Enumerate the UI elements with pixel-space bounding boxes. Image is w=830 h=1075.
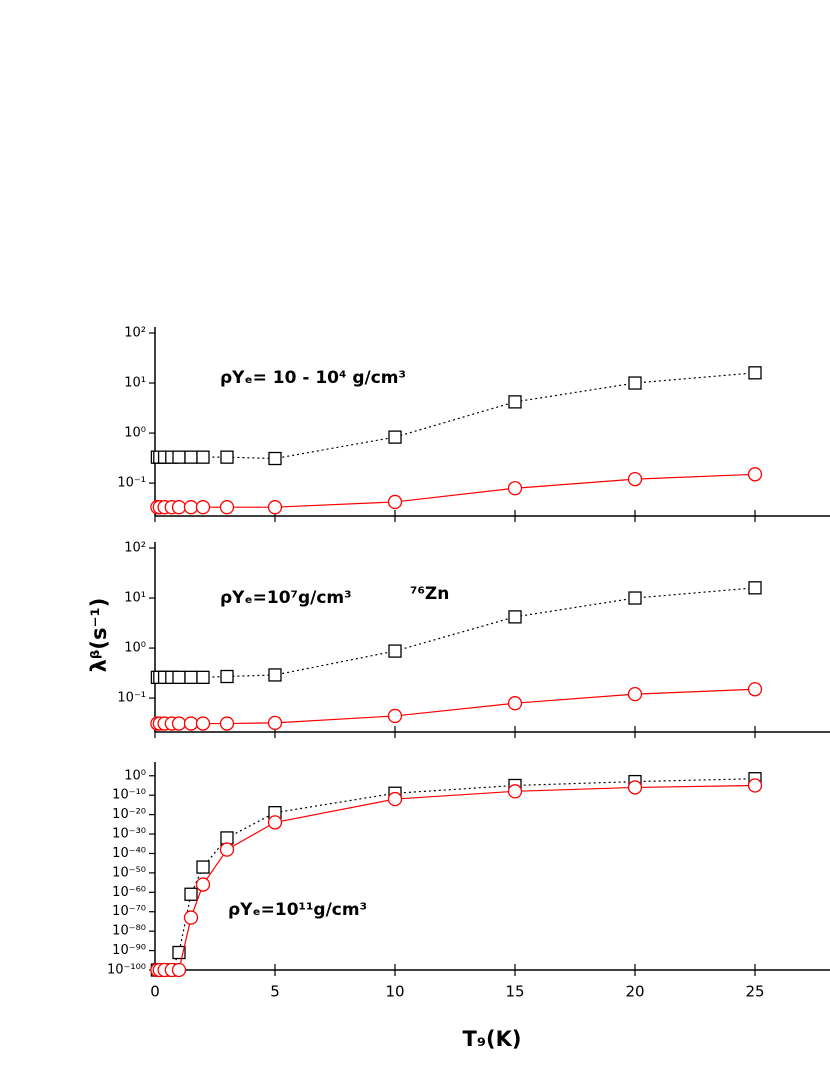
marker bbox=[172, 450, 186, 464]
y-tick-label: 10² bbox=[124, 326, 146, 341]
series-line bbox=[157, 778, 756, 971]
marker bbox=[183, 910, 199, 925]
marker bbox=[387, 791, 403, 807]
y-axis-label: λᵝ(s⁻¹) bbox=[87, 598, 111, 673]
y-tick-label: 10⁰ bbox=[124, 641, 146, 656]
marker bbox=[748, 581, 762, 595]
marker bbox=[196, 860, 210, 874]
x-tick-label: 25 bbox=[745, 983, 764, 1001]
marker bbox=[172, 670, 186, 684]
marker bbox=[195, 716, 211, 731]
marker bbox=[747, 778, 763, 793]
marker bbox=[220, 450, 234, 464]
x-axis-label: T₉(K) bbox=[463, 1027, 522, 1051]
annotation: ρYₑ=10¹¹g/cm³ bbox=[228, 900, 367, 920]
marker bbox=[508, 395, 522, 409]
marker bbox=[219, 500, 235, 515]
marker bbox=[507, 696, 523, 711]
annotation: ρYₑ= 10 - 10⁴ g/cm³ bbox=[220, 368, 406, 388]
series-line bbox=[157, 473, 756, 508]
y-tick-label: 10⁰ bbox=[124, 426, 146, 441]
marker bbox=[184, 670, 198, 684]
x-tick-label: 20 bbox=[625, 983, 644, 1001]
marker bbox=[184, 450, 198, 464]
y-tick-label: 10⁻²⁰ bbox=[112, 807, 146, 822]
y-tick-label: 10⁻¹ bbox=[117, 476, 146, 491]
y-tick-label: 10⁻¹⁰⁰ bbox=[107, 963, 146, 978]
y-tick-label: 10⁻³⁰ bbox=[112, 827, 146, 842]
x-tick-label: 0 bbox=[150, 983, 160, 1001]
marker bbox=[267, 815, 283, 830]
marker bbox=[627, 780, 643, 795]
marker bbox=[195, 500, 211, 515]
y-tick-label: 10⁻⁹⁰ bbox=[112, 943, 146, 958]
marker bbox=[627, 686, 643, 702]
marker bbox=[267, 500, 283, 515]
marker bbox=[627, 471, 643, 487]
marker bbox=[196, 670, 210, 684]
y-tick-label: 10¹ bbox=[124, 591, 146, 606]
marker bbox=[219, 842, 235, 857]
marker bbox=[171, 962, 187, 978]
y-tick-label: 10⁻⁶⁰ bbox=[112, 885, 146, 900]
marker bbox=[220, 831, 234, 845]
marker bbox=[388, 644, 402, 658]
marker bbox=[195, 877, 211, 892]
y-tick-label: 10⁰ bbox=[124, 768, 146, 783]
marker bbox=[387, 494, 403, 510]
marker bbox=[219, 716, 235, 731]
marker bbox=[171, 716, 187, 731]
y-tick-label: 10¹ bbox=[124, 376, 146, 391]
marker bbox=[184, 887, 198, 901]
marker bbox=[387, 708, 403, 724]
marker bbox=[196, 450, 210, 464]
marker bbox=[220, 669, 234, 684]
y-tick-label: 10⁻⁴⁰ bbox=[112, 846, 146, 861]
x-tick-label: 5 bbox=[270, 983, 280, 1001]
marker bbox=[747, 682, 763, 697]
marker bbox=[628, 591, 642, 605]
marker bbox=[507, 784, 523, 799]
marker bbox=[183, 716, 199, 731]
series-line bbox=[157, 784, 756, 971]
y-tick-label: 10⁻¹⁰ bbox=[112, 788, 146, 803]
marker bbox=[171, 500, 187, 515]
marker bbox=[508, 610, 522, 624]
marker bbox=[388, 430, 402, 444]
marker bbox=[747, 467, 763, 482]
y-tick-label: 10⁻⁷⁰ bbox=[112, 904, 146, 919]
marker bbox=[268, 451, 282, 466]
y-tick-label: 10⁻¹ bbox=[117, 691, 146, 706]
y-tick-label: 10⁻⁵⁰ bbox=[112, 865, 146, 880]
y-tick-label: 10⁻⁸⁰ bbox=[112, 924, 146, 939]
x-tick-label: 10 bbox=[385, 983, 404, 1001]
marker bbox=[507, 481, 523, 496]
marker bbox=[748, 366, 762, 380]
annotation: ρYₑ=10⁷g/cm³ bbox=[220, 588, 352, 608]
y-tick-label: 10² bbox=[124, 541, 146, 556]
marker bbox=[628, 376, 642, 390]
x-tick-label: 15 bbox=[505, 983, 524, 1001]
marker bbox=[183, 500, 199, 515]
nucleus-label: ⁷⁶Zn bbox=[410, 584, 449, 604]
marker bbox=[267, 715, 283, 730]
marker bbox=[268, 668, 282, 682]
series-line bbox=[157, 688, 756, 725]
